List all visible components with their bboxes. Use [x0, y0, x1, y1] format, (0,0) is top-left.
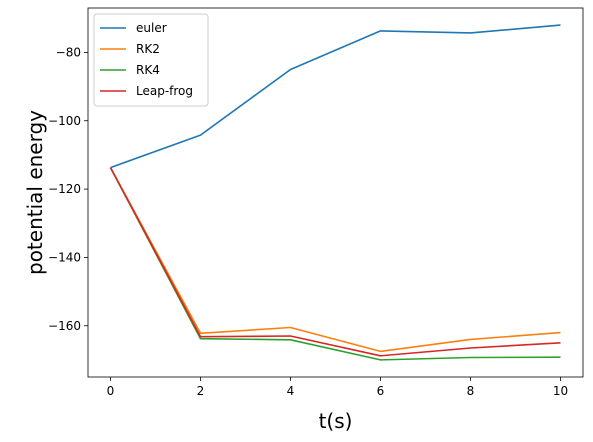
- y-axis: −80 −100 −120 −140 −160: [48, 45, 88, 333]
- x-tick-label: 4: [287, 384, 295, 398]
- x-tick-label: 10: [553, 384, 568, 398]
- x-axis-title: t(s): [319, 409, 353, 433]
- series-line-rk2: [109, 167, 561, 353]
- x-tick-label: 8: [467, 384, 475, 398]
- x-axis: 0 2 4 6 8 10: [107, 377, 568, 398]
- series-line-leap-frog: [109, 167, 561, 357]
- series-line-euler: [110, 24, 561, 169]
- legend-label: RK2: [136, 42, 160, 56]
- y-tick-label: −160: [48, 319, 81, 333]
- series-lines: [109, 24, 561, 361]
- legend-box: [93, 13, 209, 107]
- y-tick-label: −140: [48, 250, 81, 264]
- y-tick-label: −80: [56, 45, 81, 59]
- y-axis-title: potential energy: [23, 110, 47, 275]
- legend-label: euler: [136, 21, 167, 35]
- legend-label: Leap-frog: [136, 84, 193, 98]
- legend-label: RK4: [136, 63, 160, 77]
- y-tick-label: −120: [48, 182, 81, 196]
- x-tick-label: 2: [197, 384, 205, 398]
- legend: euler RK2 RK4 Leap-frog: [93, 13, 209, 107]
- x-tick-label: 6: [377, 384, 385, 398]
- x-tick-label: 0: [107, 384, 115, 398]
- y-tick-label: −100: [48, 114, 81, 128]
